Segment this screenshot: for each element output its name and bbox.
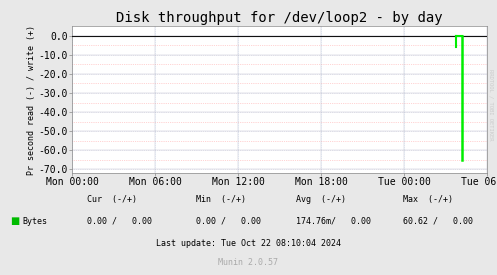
Text: 174.76m/   0.00: 174.76m/ 0.00 xyxy=(296,217,371,226)
Text: 0.00 /   0.00: 0.00 / 0.00 xyxy=(87,217,152,226)
Y-axis label: Pr second read (-) / write (+): Pr second read (-) / write (+) xyxy=(27,25,36,175)
Text: Min  (-/+): Min (-/+) xyxy=(196,195,247,204)
Text: 60.62 /   0.00: 60.62 / 0.00 xyxy=(403,217,473,226)
Text: Max  (-/+): Max (-/+) xyxy=(403,195,453,204)
Text: ■: ■ xyxy=(10,216,19,226)
Title: Disk throughput for /dev/loop2 - by day: Disk throughput for /dev/loop2 - by day xyxy=(116,11,443,25)
Text: Last update: Tue Oct 22 08:10:04 2024: Last update: Tue Oct 22 08:10:04 2024 xyxy=(156,239,341,248)
Text: 0.00 /   0.00: 0.00 / 0.00 xyxy=(196,217,261,226)
Text: RRDTOOL / TOBI OETIKER: RRDTOOL / TOBI OETIKER xyxy=(488,69,493,140)
Text: Bytes: Bytes xyxy=(22,217,47,226)
Text: Avg  (-/+): Avg (-/+) xyxy=(296,195,346,204)
Text: Cur  (-/+): Cur (-/+) xyxy=(87,195,137,204)
Text: Munin 2.0.57: Munin 2.0.57 xyxy=(219,258,278,267)
